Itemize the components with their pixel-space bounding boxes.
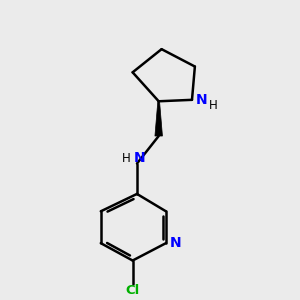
Text: H: H	[122, 152, 130, 165]
Text: Cl: Cl	[125, 284, 140, 297]
Text: N: N	[134, 151, 146, 165]
Text: H: H	[209, 98, 218, 112]
Text: N: N	[196, 93, 207, 107]
Text: N: N	[169, 236, 181, 250]
Polygon shape	[155, 101, 163, 136]
